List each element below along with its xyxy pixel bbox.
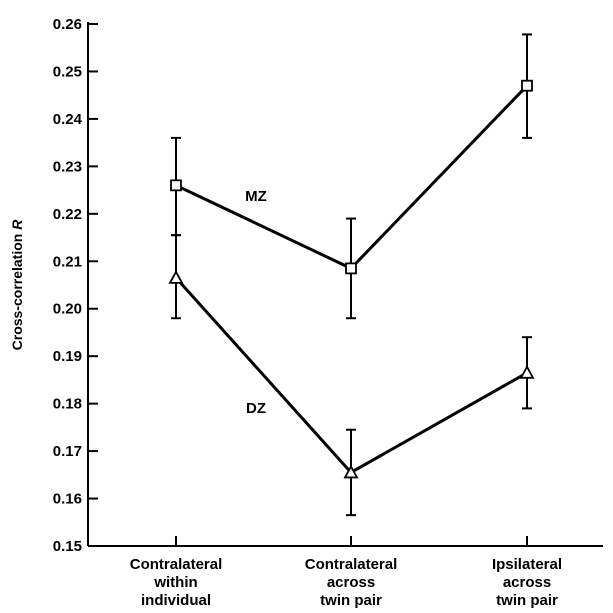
y-tick-label: 0.20 [53, 301, 82, 318]
series-label-dz: DZ [246, 400, 266, 417]
y-tick-label: 0.22 [53, 206, 82, 223]
category-label: Contralateral within individual [130, 556, 223, 609]
y-axis-label-group: Cross-correlation R [9, 219, 25, 351]
y-axis-label: Cross-correlation R [9, 219, 25, 351]
y-tick-label: 0.25 [53, 63, 82, 80]
y-tick-label: 0.18 [53, 396, 82, 413]
data-point-square [521, 79, 533, 92]
y-tick-label: 0.21 [53, 253, 82, 270]
y-tick-label: 0.26 [53, 16, 82, 33]
y-axis-label-text: Cross-correlation [9, 230, 25, 351]
category-label: Contralateral across twin pair [305, 556, 398, 609]
series-mz: MZ [170, 33, 533, 320]
axes: 0.15 0.16 0.17 0.18 0.19 0.20 0.21 0.22 0.23 0.24… [53, 16, 603, 555]
category-label-line: across [503, 574, 551, 591]
series-dz: DZ [168, 234, 535, 517]
data-point-square [345, 262, 357, 275]
category-label-line: Contralateral [130, 556, 223, 573]
series-group: MZ DZ [168, 33, 535, 517]
category-label-line: twin pair [320, 592, 382, 609]
category-label-line: twin pair [496, 592, 558, 609]
y-tick-label: 0.24 [53, 111, 83, 128]
data-point-triangle [519, 364, 535, 379]
category-label-line: across [327, 574, 375, 591]
y-tick-label: 0.16 [53, 491, 82, 508]
category-label: Ipsilateral across twin pair [492, 556, 562, 609]
data-point-triangle [168, 270, 184, 284]
category-label-line: Ipsilateral [492, 556, 562, 573]
y-tick-label: 0.19 [53, 348, 82, 365]
series-label-mz: MZ [245, 188, 267, 205]
category-labels: Contralateral within individualContralater… [130, 556, 562, 609]
category-label-line: Contralateral [305, 556, 398, 573]
category-label-line: individual [141, 592, 211, 609]
category-label-line: within [153, 574, 197, 591]
data-point-triangle [343, 464, 359, 479]
data-point-square [170, 179, 182, 192]
y-axis-label-variable: R [9, 219, 25, 230]
y-tick-label: 0.23 [53, 158, 82, 175]
y-tick-label: 0.17 [53, 443, 82, 460]
y-tick-label: 0.15 [53, 538, 82, 555]
